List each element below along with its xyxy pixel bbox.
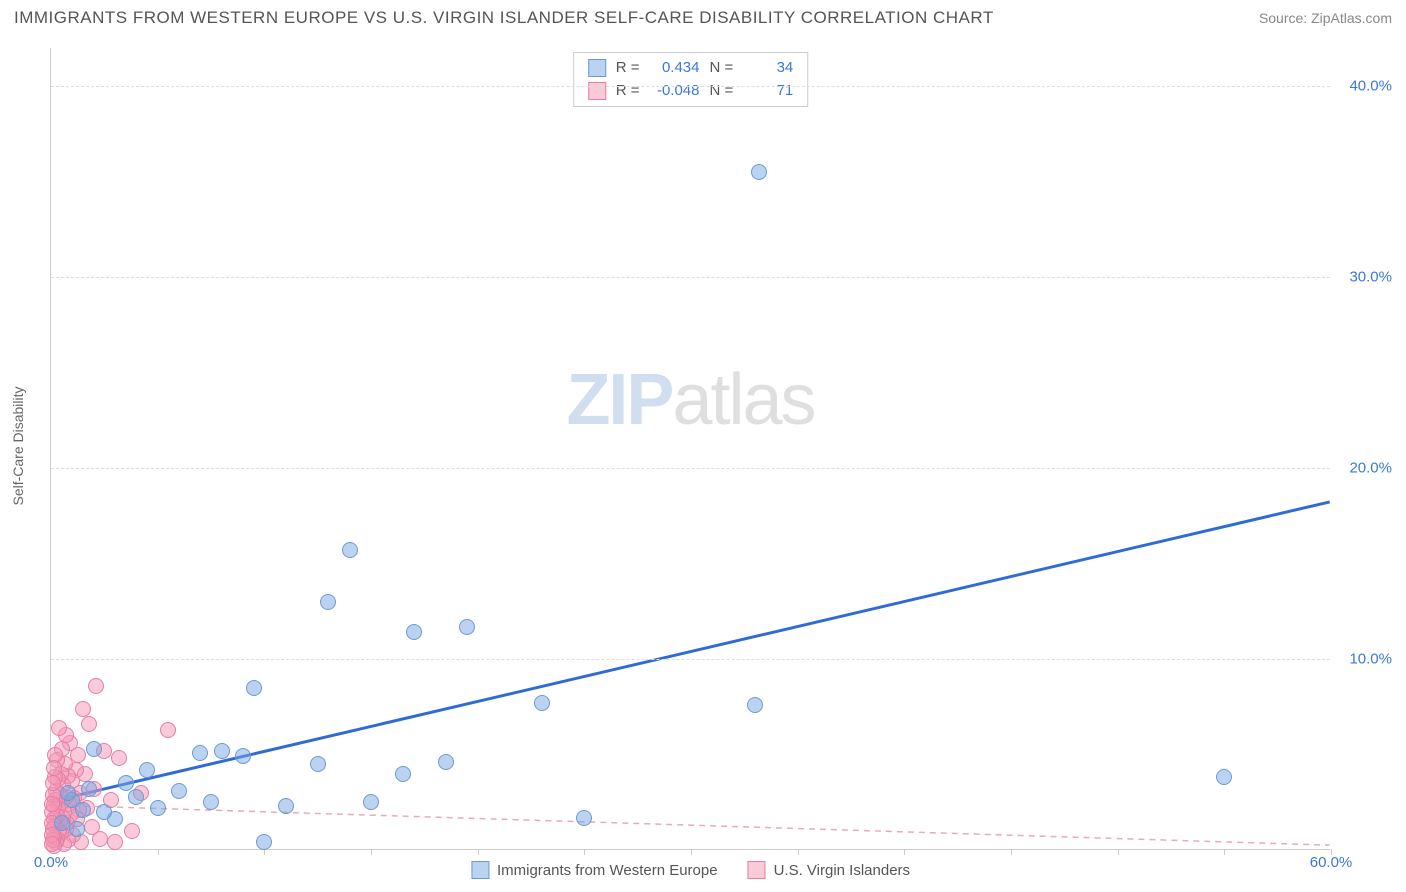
marker-blue xyxy=(69,821,85,837)
marker-pink xyxy=(44,796,60,812)
stat-n-label: N = xyxy=(710,57,734,80)
stat-n-value: 34 xyxy=(743,57,793,80)
x-tick-mark xyxy=(1118,849,1119,855)
stats-row-blue: R = 0.434 N = 34 xyxy=(588,57,794,80)
x-tick-mark xyxy=(478,849,479,855)
chart-plot-area: ZIPatlas R = 0.434 N = 34 R = -0.048 N =… xyxy=(50,48,1330,850)
marker-blue xyxy=(128,789,144,805)
swatch-blue-icon xyxy=(471,861,489,879)
legend-item-pink: U.S. Virgin Islanders xyxy=(748,861,910,879)
bottom-legend: Immigrants from Western Europe U.S. Virg… xyxy=(471,861,910,879)
marker-blue xyxy=(246,680,262,696)
x-tick-label: 60.0% xyxy=(1310,854,1353,871)
x-tick-mark xyxy=(158,849,159,855)
watermark-part2: atlas xyxy=(672,360,814,440)
x-tick-mark xyxy=(691,849,692,855)
watermark: ZIPatlas xyxy=(566,359,814,441)
x-tick-mark xyxy=(1011,849,1012,855)
marker-pink xyxy=(124,823,140,839)
marker-blue xyxy=(278,798,294,814)
x-tick-mark xyxy=(798,849,799,855)
marker-blue xyxy=(342,542,358,558)
marker-pink xyxy=(45,775,61,791)
stats-row-pink: R = -0.048 N = 71 xyxy=(588,80,794,103)
stat-r-label: R = xyxy=(616,80,640,103)
x-tick-mark xyxy=(904,849,905,855)
marker-blue xyxy=(310,756,326,772)
marker-blue xyxy=(1216,769,1232,785)
marker-pink xyxy=(111,750,127,766)
marker-pink xyxy=(81,716,97,732)
marker-pink xyxy=(51,720,67,736)
x-tick-label: 0.0% xyxy=(34,854,68,871)
marker-blue xyxy=(747,697,763,713)
marker-blue xyxy=(534,695,550,711)
marker-blue xyxy=(54,815,70,831)
watermark-part1: ZIP xyxy=(566,360,672,440)
marker-pink xyxy=(44,836,60,852)
legend-item-blue: Immigrants from Western Europe xyxy=(471,861,718,879)
marker-blue xyxy=(363,794,379,810)
marker-blue xyxy=(406,624,422,640)
marker-blue xyxy=(751,164,767,180)
trendlines-svg xyxy=(51,48,1330,849)
marker-blue xyxy=(150,800,166,816)
marker-blue xyxy=(256,834,272,850)
marker-blue xyxy=(96,804,112,820)
gridline xyxy=(51,468,1330,469)
marker-blue xyxy=(459,619,475,635)
y-tick-label: 30.0% xyxy=(1336,269,1392,286)
legend-label: U.S. Virgin Islanders xyxy=(774,862,910,879)
swatch-blue-icon xyxy=(588,59,606,77)
marker-blue xyxy=(320,594,336,610)
chart-title: IMMIGRANTS FROM WESTERN EUROPE VS U.S. V… xyxy=(14,8,994,28)
y-axis-label: Self-Care Disability xyxy=(10,386,26,505)
y-tick-label: 20.0% xyxy=(1336,460,1392,477)
stat-r-value: -0.048 xyxy=(650,80,700,103)
gridline xyxy=(51,86,1330,87)
stat-r-value: 0.434 xyxy=(650,57,700,80)
marker-blue xyxy=(86,741,102,757)
y-tick-label: 10.0% xyxy=(1336,651,1392,668)
marker-blue xyxy=(192,745,208,761)
marker-blue xyxy=(139,762,155,778)
marker-pink xyxy=(75,701,91,717)
y-tick-label: 40.0% xyxy=(1336,78,1392,95)
gridline xyxy=(51,277,1330,278)
x-tick-mark xyxy=(371,849,372,855)
source-label: Source: ZipAtlas.com xyxy=(1259,10,1392,26)
marker-blue xyxy=(60,785,76,801)
stat-n-label: N = xyxy=(710,80,734,103)
marker-pink xyxy=(88,678,104,694)
marker-blue xyxy=(438,754,454,770)
stats-legend-box: R = 0.434 N = 34 R = -0.048 N = 71 xyxy=(573,52,809,107)
stat-r-label: R = xyxy=(616,57,640,80)
gridline xyxy=(51,659,1330,660)
marker-pink xyxy=(46,760,62,776)
marker-pink xyxy=(160,722,176,738)
marker-blue xyxy=(203,794,219,810)
marker-blue xyxy=(214,743,230,759)
marker-blue xyxy=(235,748,251,764)
marker-blue xyxy=(118,775,134,791)
x-tick-mark xyxy=(584,849,585,855)
swatch-pink-icon xyxy=(748,861,766,879)
stat-n-value: 71 xyxy=(743,80,793,103)
marker-blue xyxy=(171,783,187,799)
marker-blue xyxy=(576,810,592,826)
swatch-pink-icon xyxy=(588,82,606,100)
legend-label: Immigrants from Western Europe xyxy=(497,862,718,879)
marker-blue xyxy=(395,766,411,782)
x-tick-mark xyxy=(1224,849,1225,855)
marker-pink xyxy=(84,819,100,835)
marker-pink xyxy=(107,834,123,850)
marker-blue xyxy=(81,781,97,797)
